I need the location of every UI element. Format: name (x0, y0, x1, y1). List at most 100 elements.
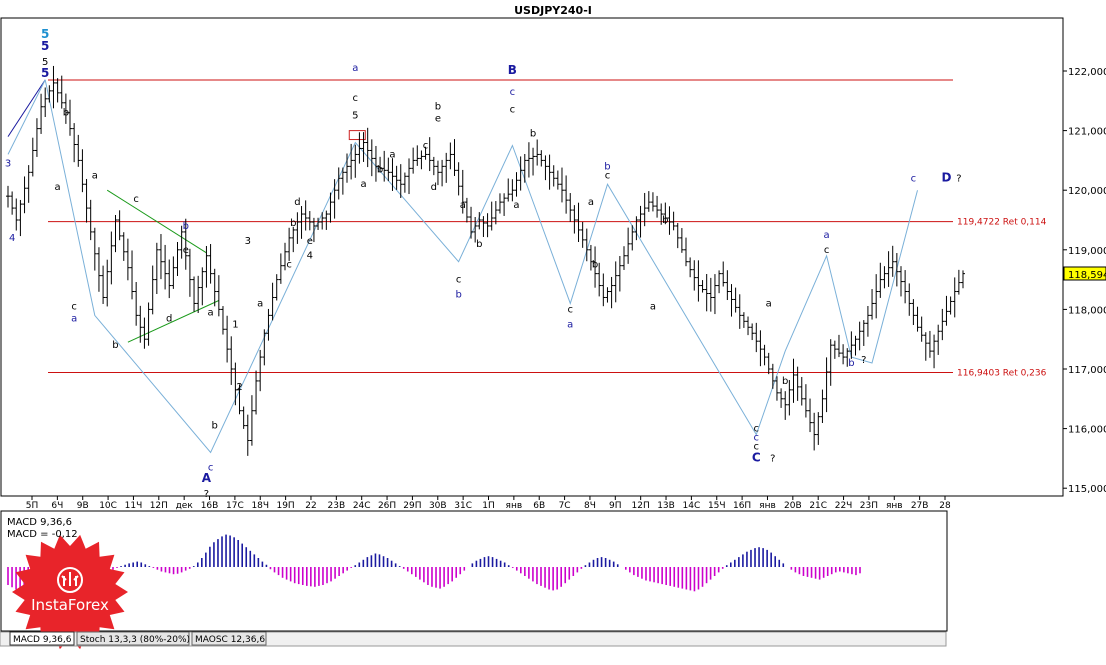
price-bar (613, 261, 618, 303)
price-bar (630, 225, 635, 251)
price-bar (737, 294, 742, 329)
wave-label: c (754, 441, 760, 452)
price-bar (427, 137, 432, 172)
wave-label: a (360, 179, 366, 190)
price-bar (249, 395, 254, 446)
price-bar (787, 380, 792, 416)
wave-line-0 (7, 79, 46, 137)
price-bar (361, 132, 366, 162)
price-bar (783, 391, 788, 420)
wave-label: A (202, 471, 212, 485)
price-bar (539, 150, 544, 167)
price-bar (258, 349, 263, 392)
price-bar (179, 225, 184, 259)
tab-stoch[interactable]: Stoch 13,3,3 (80%-20%) (76, 631, 190, 646)
wave-label: c (510, 105, 516, 116)
price-bar (357, 132, 362, 164)
price-bar (882, 266, 887, 289)
wave-label: a (513, 200, 519, 211)
y-tick-label: 115,000 (1068, 484, 1106, 495)
price-bar (419, 150, 424, 170)
wave-line-1 (7, 79, 46, 155)
price-bar (667, 206, 672, 235)
price-bar (444, 152, 449, 183)
price-bar (502, 193, 507, 216)
y-tick-label: 117,000 (1068, 365, 1106, 376)
price-bar (196, 275, 201, 313)
price-bar (183, 218, 188, 270)
price-bar (559, 167, 564, 203)
tab-maosc[interactable]: MAOSC 12,36,6 (191, 631, 267, 646)
wave-label: a (588, 197, 594, 208)
x-tick-label: 5П (26, 501, 39, 511)
price-bar (175, 241, 180, 276)
price-bar (311, 217, 316, 243)
price-bar (522, 153, 527, 183)
price-bar (865, 305, 870, 337)
wave-label: 1 (232, 319, 238, 330)
price-bar (489, 201, 494, 231)
wave-label: b (377, 164, 383, 175)
price-bar (911, 299, 916, 326)
price-bar (874, 274, 879, 319)
price-bar (278, 253, 283, 284)
price-bar (799, 376, 804, 406)
price-bar (621, 246, 626, 270)
price-bar (245, 414, 250, 456)
x-tick-label: 11Ч (125, 501, 143, 511)
x-tick-label: 31С (454, 501, 472, 511)
price-bar (700, 280, 705, 293)
price-bar (386, 157, 391, 182)
price-bar (92, 227, 97, 271)
price-bar (543, 155, 548, 181)
x-tick-label: 27В (911, 501, 929, 511)
price-bar (791, 358, 796, 403)
y-tick-label: 121,000 (1068, 127, 1106, 138)
price-bar (435, 160, 440, 186)
price-bar (390, 158, 395, 191)
price-bar (80, 149, 85, 193)
price-bar (407, 158, 412, 195)
price-bar (853, 335, 858, 356)
price-bar (456, 162, 461, 196)
price-bar (779, 388, 784, 408)
price-bar (568, 193, 573, 222)
price-bar (266, 308, 271, 341)
price-bar (572, 205, 577, 234)
wave-label: b (782, 376, 788, 387)
wave-label: 4 (307, 251, 313, 262)
price-bar (237, 384, 242, 415)
tab-macd[interactable]: MACD 9,36,6 (9, 631, 75, 646)
price-bar (328, 192, 333, 223)
price-bar (320, 212, 325, 230)
price-bar (76, 134, 81, 167)
price-bar (113, 214, 118, 253)
price-bar (601, 273, 606, 307)
x-tick-label: 18Ч (251, 501, 269, 511)
price-bar (948, 296, 953, 315)
price-bar (712, 274, 717, 315)
wave-label: a (650, 301, 656, 312)
price-bar (890, 245, 895, 277)
svg-text:118,594: 118,594 (1068, 270, 1106, 281)
price-bar (609, 276, 614, 309)
wave-label: a (55, 182, 61, 193)
price-bar (642, 192, 647, 227)
price-bar (14, 198, 19, 231)
x-tick-label: 23П (860, 501, 878, 511)
price-bar (336, 167, 341, 200)
price-bar (88, 199, 93, 241)
price-bar (820, 389, 825, 424)
price-bar (398, 164, 403, 198)
price-bar (158, 234, 163, 280)
x-tick-label: 24С (353, 501, 371, 511)
wave-label: b (290, 218, 296, 229)
macd-plot-frame (0, 510, 948, 632)
wave-label: b (530, 129, 536, 140)
price-bar (663, 202, 668, 225)
price-bar (514, 172, 519, 197)
wave-label: c (605, 170, 611, 181)
price-bar (448, 142, 453, 170)
wave-label: c (423, 140, 429, 151)
x-tick-label: 10С (99, 501, 117, 511)
